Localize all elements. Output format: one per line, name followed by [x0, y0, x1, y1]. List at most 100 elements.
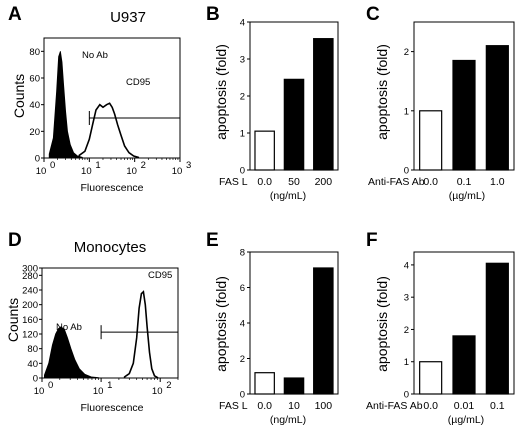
panel-b-bar: [283, 78, 305, 171]
panel-f-ytick-label: 0: [404, 390, 409, 401]
panel-e-xtick-label: 0.0: [257, 400, 272, 412]
panel-e-ytick-label: 2: [240, 354, 245, 365]
panel-b-xtick-label: 0.0: [257, 176, 272, 188]
panel-c-xtick-label: 1.0: [490, 176, 505, 188]
panel-e-ytick-label: 4: [240, 319, 245, 330]
panel-d-ytick-label: 300: [22, 264, 38, 275]
panel-a-xtick-label: 10: [81, 166, 92, 177]
panel-f-xtick-label: 0.1: [490, 400, 505, 412]
panel-a-xlabel: Fluorescence: [80, 182, 143, 194]
panel-d-ytick-label: 0: [33, 374, 38, 385]
panel-a-xtick-exponent: 2: [141, 160, 146, 171]
panel-b-ytick-label: 0: [240, 166, 245, 177]
panel-e-ytick-label: 6: [240, 283, 245, 294]
panel-label-f: F: [366, 230, 378, 251]
panel-d-xtick-exponent: 0: [48, 380, 53, 391]
panel-a-label-no-ab: No Ab: [82, 50, 108, 61]
panel-b-bar: [254, 130, 275, 171]
panel-d-ytick-label: 280: [22, 271, 38, 282]
panel-label-a: A: [8, 4, 22, 25]
panel-e-ytick-label: 8: [240, 248, 245, 259]
panel-f-bar: [452, 335, 476, 395]
panel-f-bar: [485, 262, 509, 395]
panel-e-ytick-label: 0: [240, 390, 245, 401]
panel-label-b: B: [206, 4, 220, 25]
panel-d-ylabel: Counts: [5, 298, 21, 342]
panel-b-bar: [313, 38, 334, 171]
panel-a-ylabel: Counts: [11, 74, 27, 118]
panel-d-ytick-label: 200: [22, 300, 38, 311]
panel-d-xlabel: Fluorescence: [80, 402, 143, 414]
panel-d-ytick-label: 240: [22, 286, 38, 297]
panel-f-xtick-label: 0.0: [423, 400, 438, 412]
panel-b-ylabel: apoptosis (fold): [213, 44, 229, 140]
panel-a-xtick-label: 10: [126, 166, 137, 177]
panel-e-xtick-label: 100: [315, 400, 333, 412]
panel-b-ytick-label: 1: [240, 129, 245, 140]
panel-b-ytick-label: 2: [240, 92, 245, 103]
panel-a-ytick-label: 0: [35, 154, 40, 165]
panel-a-ytick-label: 40: [29, 100, 40, 111]
panel-e-ylabel: apoptosis (fold): [213, 276, 229, 372]
panel-c-ytick-label: 0: [404, 166, 409, 177]
panel-b-xlabel: FAS L: [219, 176, 248, 188]
panel-b-ytick-label: 3: [240, 55, 245, 66]
panel-c-xunit: (µg/mL): [449, 190, 485, 202]
panel-d-ytick-label: 40: [27, 359, 38, 370]
panel-b-xtick-label: 200: [315, 176, 333, 188]
panel-d-ytick-label: 160: [22, 315, 38, 326]
panel-label-e: E: [206, 230, 219, 251]
panel-d-label-no-ab: No Ab: [56, 322, 82, 333]
panel-e-xunit: (ng/mL): [270, 414, 306, 426]
panel-label-d: D: [8, 230, 22, 251]
panel-d-title: Monocytes: [74, 239, 147, 256]
panel-a-label-cd95: CD95: [126, 77, 150, 88]
panel-c-ylabel: apoptosis (fold): [374, 44, 390, 140]
panel-label-c: C: [366, 4, 380, 25]
panel-d-ytick-label: 80: [27, 344, 38, 355]
panel-a-title: U937: [110, 9, 146, 26]
panel-f-ytick-label: 4: [404, 260, 409, 271]
panel-e-bar: [283, 377, 305, 395]
panel-d-xtick-exponent: 1: [107, 380, 112, 391]
panel-b-xunit: (ng/mL): [270, 190, 306, 202]
panel-a-ytick-label: 20: [29, 127, 40, 138]
panel-c-bar: [419, 110, 443, 171]
panel-a-xtick-label: 10: [36, 166, 47, 177]
panel-e-xlabel: FAS L: [219, 400, 248, 412]
panel-c-xtick-label: 0.1: [457, 176, 472, 188]
panel-d-ytick-label: 120: [22, 330, 38, 341]
panel-c-xlabel: Anti-FAS Ab: [368, 176, 425, 188]
panel-c-ytick-label: 1: [404, 106, 409, 117]
panel-b-xtick-label: 50: [288, 176, 300, 188]
panel-d-xtick-label: 10: [152, 386, 163, 397]
panel-f-bar: [419, 361, 443, 395]
panel-d-xtick-label: 10: [34, 386, 45, 397]
panel-f-ytick-label: 2: [404, 325, 409, 336]
panel-a-frame: [43, 37, 181, 159]
panel-b-ytick-label: 4: [240, 18, 245, 29]
panel-c-xtick-label: 0.0: [423, 176, 438, 188]
panel-f-ytick-label: 3: [404, 293, 409, 304]
panel-f-ytick-label: 1: [404, 357, 409, 368]
panel-a-histogram-no-ab: [48, 51, 83, 159]
panel-c-ytick-label: 2: [404, 47, 409, 58]
panel-a-histogram-cd95: [78, 102, 140, 159]
panel-f-xlabel: Anti-FAS Ab: [366, 400, 423, 412]
panel-c-bar: [485, 45, 509, 171]
panel-d-frame: [41, 267, 179, 379]
panel-e-bar: [313, 267, 334, 395]
panel-d-label-cd95: CD95: [148, 270, 172, 281]
panel-f-xtick-label: 0.01: [454, 400, 475, 412]
panel-a-ytick-label: 60: [29, 74, 40, 85]
panel-d-xtick-exponent: 2: [166, 380, 171, 391]
panel-a-xtick-label: 10: [172, 166, 183, 177]
panel-e-xtick-label: 10: [288, 400, 300, 412]
panel-e-bar: [254, 372, 275, 395]
panel-d-histogram-cd95: [123, 290, 159, 379]
panel-a-ytick-label: 80: [29, 47, 40, 58]
panel-c-bar: [452, 59, 476, 171]
panel-f-ylabel: apoptosis (fold): [374, 276, 390, 372]
panel-a-xtick-exponent: 0: [50, 160, 55, 171]
panel-f-xunit: (µg/mL): [448, 414, 484, 426]
